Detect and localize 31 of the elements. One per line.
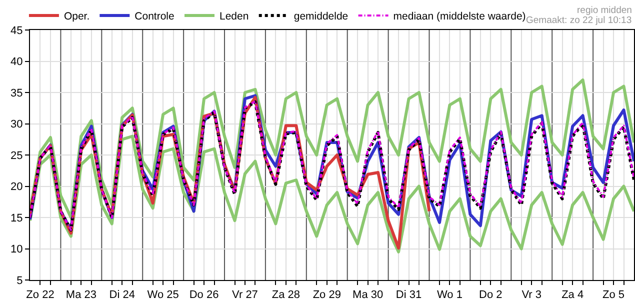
x-tick-label: Zo 5 — [602, 289, 625, 300]
y-tick-label: 40 — [10, 56, 23, 68]
x-tick-label: Do 2 — [479, 289, 502, 300]
y-tick-label: 5 — [16, 274, 23, 287]
x-tick-label: Zo 22 — [26, 289, 54, 300]
x-tick-label: Do 26 — [189, 289, 219, 300]
y-tick-label: 35 — [10, 87, 23, 100]
y-tick-label: 10 — [10, 244, 23, 256]
y-tick-label: 25 — [10, 150, 23, 162]
x-tick-label: Di 31 — [396, 289, 422, 300]
x-tick-label: Za 28 — [272, 289, 300, 300]
x-tick-label: Ma 23 — [66, 289, 96, 300]
x-tick-label: Wo 25 — [147, 289, 179, 300]
x-tick-label: Vr 3 — [522, 289, 542, 300]
x-tick-label: Wo 1 — [436, 289, 462, 300]
legend-label: Oper. — [64, 10, 90, 23]
y-tick-label: 30 — [10, 118, 23, 131]
x-tick-label: Ma 30 — [352, 289, 384, 300]
text: regio midden — [577, 5, 632, 16]
legend-label: Controle — [134, 10, 174, 23]
y-tick-label: 15 — [10, 212, 23, 224]
legend-label: mediaan (middelste waarde) — [393, 10, 526, 23]
legend-label: gemiddelde — [294, 10, 348, 23]
y-tick-label: 20 — [10, 181, 23, 194]
x-tick-label: Zo 29 — [312, 289, 341, 300]
x-tick-label: Vr 27 — [232, 289, 258, 300]
y-tick-label: 45 — [10, 24, 23, 37]
x-tick-label: Za 4 — [562, 289, 584, 300]
text: Gemaakt: zo 22 jul 10:13 — [526, 15, 632, 26]
x-tick-label: Di 24 — [109, 289, 135, 300]
legend-label: Leden — [219, 10, 249, 23]
